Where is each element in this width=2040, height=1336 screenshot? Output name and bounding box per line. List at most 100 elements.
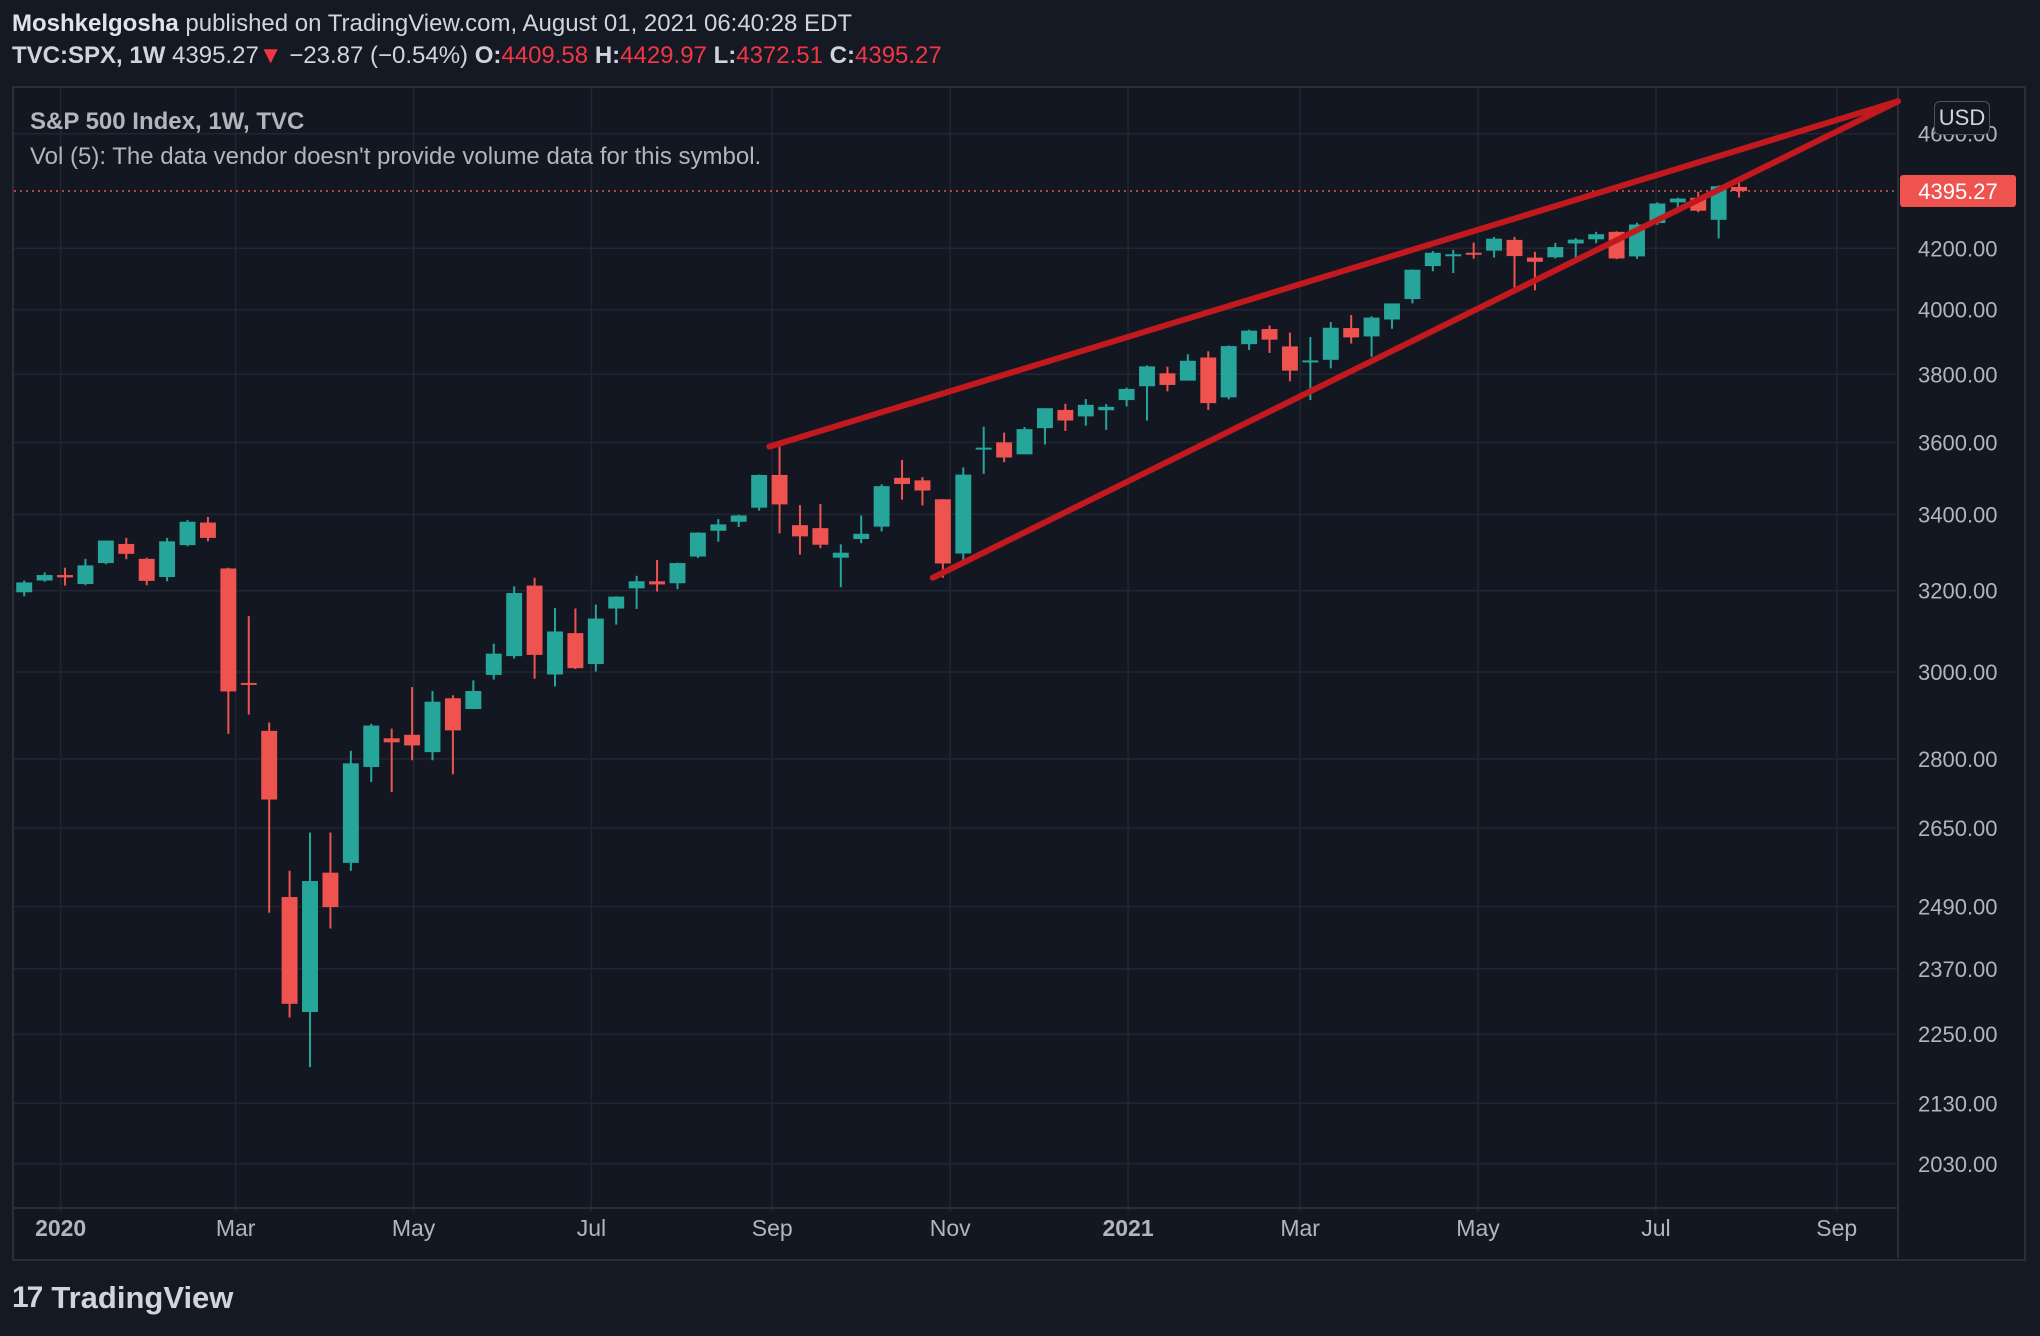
candle-body — [751, 474, 768, 508]
candle-body — [792, 525, 808, 537]
candle-body — [199, 522, 216, 538]
candle-body — [1526, 257, 1543, 262]
candle-body — [1588, 234, 1605, 240]
candle-body — [914, 480, 931, 491]
candle-body — [363, 725, 380, 767]
candle-body — [261, 730, 278, 800]
x-tick-label: May — [392, 1215, 436, 1241]
candle-body — [587, 618, 604, 665]
candle-body — [1118, 388, 1135, 401]
x-tick-label: Mar — [216, 1215, 256, 1241]
candle-body — [138, 558, 155, 581]
candle-body — [608, 596, 625, 609]
candle-body — [444, 698, 461, 731]
low-value: 4372.51 — [736, 42, 823, 69]
y-tick-label: 2650.00 — [1918, 816, 1998, 841]
tradingview-logo-icon: 17 — [12, 1281, 43, 1314]
y-tick-label: 3400.00 — [1918, 502, 1998, 527]
candle-body — [873, 486, 890, 527]
candle-body — [281, 897, 298, 1004]
header-line-2: TVC:SPX, 1W 4395.27▼ −23.87 (−0.54%) O:4… — [12, 40, 942, 72]
y-tick-label: 2250.00 — [1918, 1022, 1998, 1047]
candle-body — [934, 499, 951, 564]
symbol-label: TVC:SPX, 1W — [12, 42, 166, 69]
candle-body — [1731, 186, 1748, 192]
candle-body — [669, 563, 686, 584]
candle-body — [628, 581, 645, 589]
candle-body — [159, 541, 176, 577]
candle-body — [771, 474, 788, 505]
candle-body — [1159, 373, 1176, 385]
y-tick-label: 2030.00 — [1918, 1152, 1998, 1177]
candle-body — [97, 540, 114, 564]
candle-body — [975, 447, 992, 450]
candle-body — [649, 581, 666, 585]
candle-body — [730, 515, 747, 522]
candle-body — [118, 543, 135, 554]
candle-body — [1261, 329, 1278, 340]
chart-frame — [12, 86, 2026, 1261]
legend-title[interactable]: S&P 500 Index, 1W, TVC — [30, 108, 305, 135]
candle-body — [179, 521, 196, 546]
currency-button[interactable]: USD — [1934, 101, 1990, 135]
open-value: 4409.58 — [501, 42, 589, 69]
x-tick-label: Jul — [1641, 1215, 1670, 1241]
x-tick-label: 2021 — [1102, 1215, 1153, 1241]
candle-body — [1445, 254, 1462, 257]
candle-body — [894, 477, 911, 484]
candle-body — [1669, 198, 1686, 203]
candle-body — [1016, 429, 1033, 455]
candle-body — [1302, 360, 1319, 363]
y-tick-label: 2130.00 — [1918, 1091, 1998, 1116]
candle-body — [1322, 327, 1339, 360]
candle-body — [1139, 366, 1155, 387]
candle-body — [1547, 247, 1564, 258]
close-label: C: — [829, 42, 855, 69]
x-tick-label: Nov — [930, 1215, 971, 1241]
candle-body — [526, 585, 543, 655]
y-tick-label: 2800.00 — [1918, 747, 1998, 772]
candle-body — [77, 565, 94, 585]
x-tick-label: Sep — [1816, 1215, 1857, 1241]
publish-header: Moshkelgosha published on TradingView.co… — [12, 8, 942, 72]
candle-body — [1036, 408, 1053, 429]
candle-body — [1343, 328, 1360, 338]
candle-body — [1384, 303, 1400, 320]
candle-body — [485, 653, 502, 675]
candle-body — [383, 738, 400, 743]
candle-body — [57, 575, 73, 578]
candle-body — [1424, 252, 1441, 267]
candle-body — [832, 552, 849, 558]
candle-body — [302, 881, 318, 1013]
candle-body — [1363, 317, 1380, 337]
candle-body — [36, 575, 53, 581]
x-tick-label: Mar — [1280, 1215, 1320, 1241]
tradingview-logo[interactable]: 17 TradingView — [12, 1280, 233, 1316]
y-tick-label: 3600.00 — [1918, 430, 1998, 455]
trendline-upper — [766, 98, 1901, 450]
candle-body — [220, 568, 237, 692]
candle-body — [342, 763, 359, 863]
candle-body — [465, 691, 482, 710]
last-price: 4395.27 — [172, 42, 259, 69]
chart-legend: S&P 500 Index, 1W, TVC Vol (5): The data… — [30, 104, 761, 174]
close-value: 4395.27 — [855, 42, 942, 69]
candle-body — [1506, 239, 1523, 257]
x-tick-label: 2020 — [35, 1215, 86, 1241]
candle-body — [689, 532, 706, 557]
last-price-tag-label: 4395.27 — [1918, 179, 1998, 204]
candle-body — [853, 533, 870, 540]
candle-body — [567, 633, 584, 669]
candle-body — [1179, 360, 1196, 381]
candle-body — [812, 528, 829, 545]
tradingview-logo-text: TradingView — [51, 1280, 234, 1315]
x-tick-label: May — [1456, 1215, 1500, 1241]
publisher-name[interactable]: Moshkelgosha — [12, 10, 179, 37]
candle-body — [240, 682, 257, 685]
candle-body — [996, 442, 1013, 458]
y-tick-label: 3800.00 — [1918, 362, 1998, 387]
candle-body — [1486, 238, 1503, 251]
candle-body — [955, 474, 972, 554]
low-label: L: — [713, 42, 737, 69]
